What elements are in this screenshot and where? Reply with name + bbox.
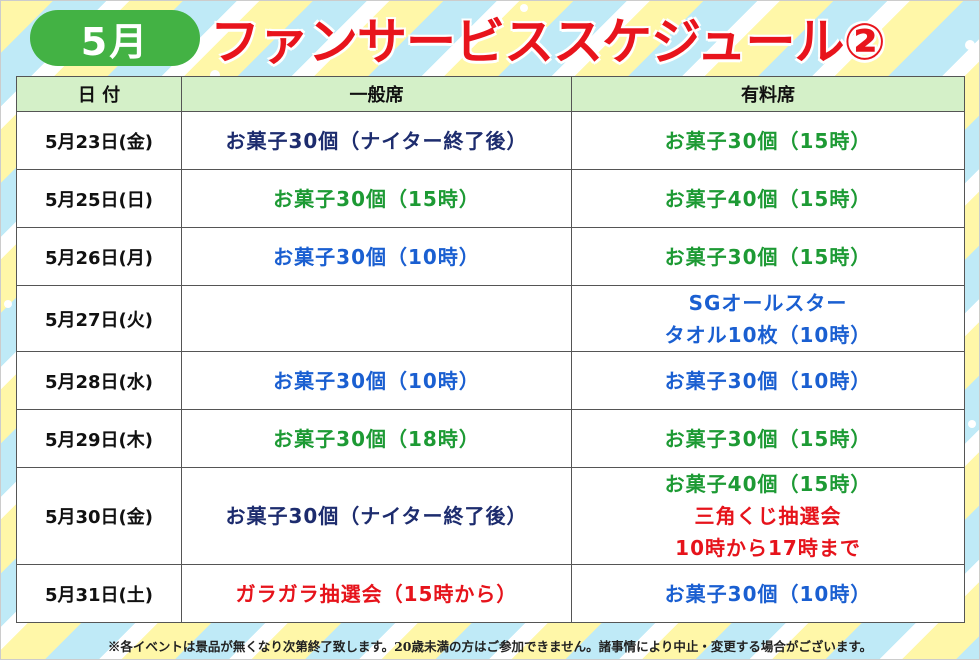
date-cell: 5月30日(金) (16, 467, 182, 565)
table-row: 5月23日(金) お菓子30個（ナイター終了後） お菓子30個（15時） (16, 111, 965, 170)
date-cell: 5月29日(木) (16, 409, 182, 468)
table-row: 5月26日(月) お菓子30個（10時） お菓子30個（15時） (16, 227, 965, 286)
column-header-general: 一般席 (181, 76, 572, 112)
confetti-dot (968, 420, 976, 428)
page-title: ファンサービススケジュール② (210, 13, 886, 71)
paid-seat-cell: お菓子30個（15時） (571, 227, 965, 286)
general-seat-cell: お菓子30個（10時） (181, 227, 572, 286)
date-cell: 5月27日(火) (16, 285, 182, 352)
paid-seat-line: 三角くじ抽選会 (694, 504, 842, 528)
column-header-paid: 有料席 (571, 76, 965, 112)
table-row: 5月28日(水) お菓子30個（10時） お菓子30個（10時） (16, 351, 965, 410)
paid-seat-cell: お菓子40個（15時） (571, 169, 965, 228)
footnote: ※各イベントは景品が無くなり次第終了致します。20歳未満の方はご参加できません。… (107, 639, 873, 654)
paid-seat-line: 10時から17時まで (675, 536, 861, 560)
general-seat-cell: お菓子30個（10時） (181, 351, 572, 410)
paid-seat-cell: お菓子30個（10時） (571, 351, 965, 410)
general-seat-cell: お菓子30個（15時） (181, 169, 572, 228)
paid-seat-cell: お菓子40個（15時） 三角くじ抽選会 10時から17時まで (571, 467, 965, 565)
date-cell: 5月26日(月) (16, 227, 182, 286)
paid-seat-cell: お菓子30個（15時） (571, 111, 965, 170)
paid-seat-line: お菓子40個（15時） (664, 472, 872, 496)
confetti-dot (4, 300, 12, 308)
confetti-dot (210, 70, 220, 80)
table-row: 5月30日(金) お菓子30個（ナイター終了後） お菓子40個（15時） 三角く… (16, 467, 965, 565)
column-header-date: 日 付 (16, 76, 182, 112)
table-header-row: 日 付 一般席 有料席 (16, 76, 965, 112)
date-cell: 5月28日(水) (16, 351, 182, 410)
date-cell: 5月31日(土) (16, 564, 182, 623)
confetti-dot (965, 40, 975, 50)
paid-seat-line: SGオールスター (688, 290, 848, 315)
general-seat-cell: お菓子30個（ナイター終了後） (181, 467, 572, 565)
general-seat-cell: お菓子30個（18時） (181, 409, 572, 468)
table-row: 5月31日(土) ガラガラ抽選会（15時から） お菓子30個（10時） (16, 564, 965, 623)
general-seat-cell (181, 285, 572, 352)
paid-seat-cell: お菓子30個（10時） (571, 564, 965, 623)
paid-seat-cell: SGオールスター タオル10枚（10時） (571, 285, 965, 352)
paid-seat-cell: お菓子30個（15時） (571, 409, 965, 468)
table-row: 5月29日(木) お菓子30個（18時） お菓子30個（15時） (16, 409, 965, 468)
table-row: 5月25日(日) お菓子30個（15時） お菓子40個（15時） (16, 169, 965, 228)
date-cell: 5月25日(日) (16, 169, 182, 228)
table-row: 5月27日(火) SGオールスター タオル10枚（10時） (16, 285, 965, 352)
confetti-dot (520, 4, 528, 12)
schedule-table: 日 付 一般席 有料席 5月23日(金) お菓子30個（ナイター終了後） お菓子… (16, 76, 965, 623)
paid-seat-line: タオル10枚（10時） (664, 322, 872, 347)
date-cell: 5月23日(金) (16, 111, 182, 170)
general-seat-cell: ガラガラ抽選会（15時から） (181, 564, 572, 623)
general-seat-cell: お菓子30個（ナイター終了後） (181, 111, 572, 170)
month-badge: 5月 (30, 10, 200, 66)
